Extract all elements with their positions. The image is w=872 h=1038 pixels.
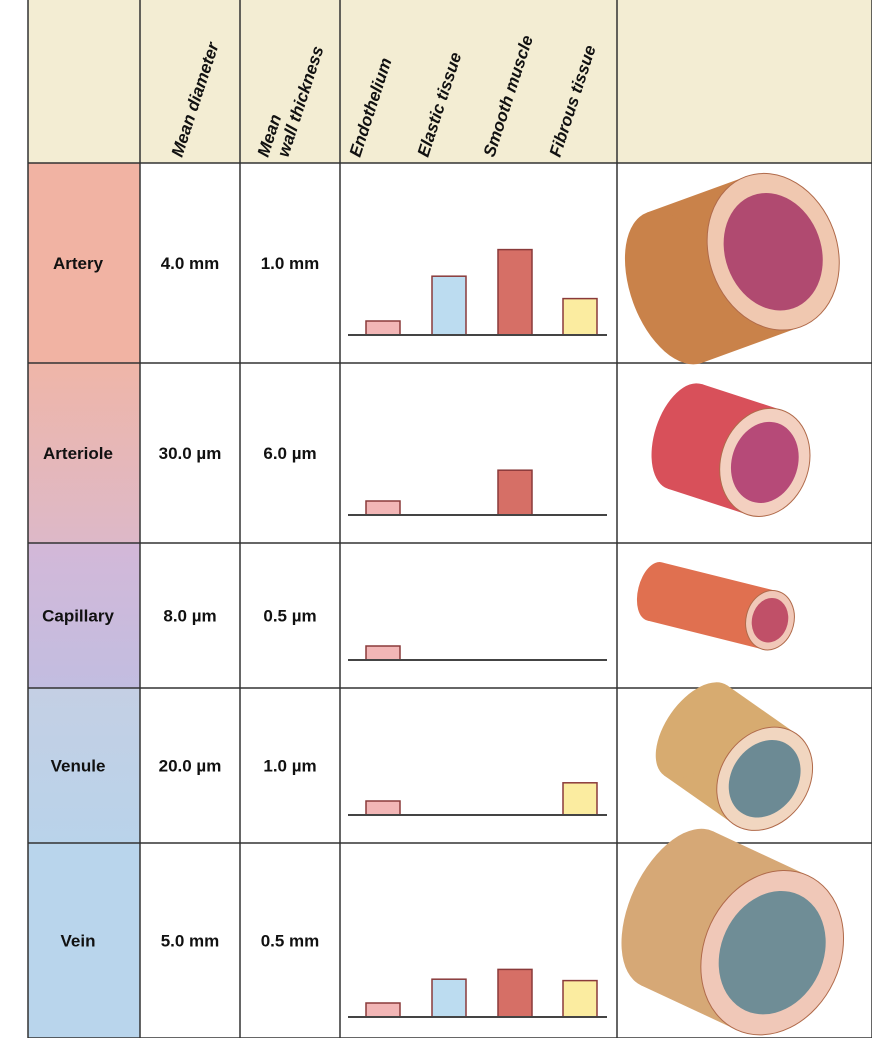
vessel-lumen xyxy=(751,597,789,643)
mean-diameter: 5.0 mm xyxy=(161,932,220,951)
mean-diameter: 30.0 µm xyxy=(159,444,222,463)
vessel-illustration xyxy=(651,383,811,517)
vessel-illustration xyxy=(624,172,840,365)
mean-diameter: 4.0 mm xyxy=(161,254,220,273)
vessel-illustration xyxy=(655,682,814,831)
row-label-bg xyxy=(28,688,140,843)
vessel-name: Vein xyxy=(61,932,96,951)
wall-thickness: 1.0 mm xyxy=(261,254,320,273)
row-label-bg xyxy=(28,843,140,1038)
tissue-bar xyxy=(365,320,401,336)
header-bg xyxy=(28,0,872,163)
vessel-name: Arteriole xyxy=(43,444,113,463)
vessel-back xyxy=(624,210,725,365)
wall-thickness: 6.0 µm xyxy=(263,444,316,463)
mean-diameter: 20.0 µm xyxy=(159,757,222,776)
tissue-bar xyxy=(562,297,598,336)
vessel-back xyxy=(651,383,719,490)
wall-thickness: 1.0 µm xyxy=(263,757,316,776)
tissue-bar xyxy=(497,248,533,336)
tissue-bar xyxy=(562,782,598,816)
vessel-name: Artery xyxy=(53,254,104,273)
tissue-bar xyxy=(431,275,467,336)
vessel-name: Venule xyxy=(51,757,106,776)
tissue-bar xyxy=(497,968,533,1018)
tissue-bar xyxy=(431,978,467,1018)
row-label-bg xyxy=(28,363,140,543)
row-label-bg xyxy=(28,163,140,363)
vessel-name: Capillary xyxy=(42,607,114,626)
vessel-back xyxy=(655,682,736,779)
vessel-illustration xyxy=(621,828,845,1036)
wall-thickness: 0.5 mm xyxy=(261,932,320,951)
mean-diameter: 8.0 µm xyxy=(163,607,216,626)
vessel-lumen xyxy=(730,421,799,503)
vessel-lumen xyxy=(723,193,823,311)
vessel-back xyxy=(636,562,673,621)
tissue-bar xyxy=(365,800,401,816)
tissue-bar xyxy=(365,645,401,661)
vessel-lumen xyxy=(718,891,826,1015)
wall-thickness: 0.5 µm xyxy=(263,607,316,626)
tissue-bar xyxy=(365,1002,401,1018)
vessel-illustration xyxy=(636,562,795,651)
tissue-bar xyxy=(365,500,401,516)
vessel-body xyxy=(647,562,778,650)
vessel-lumen xyxy=(728,740,801,818)
row-label-bg xyxy=(28,543,140,688)
tissue-bar xyxy=(497,469,533,516)
tissue-bar xyxy=(562,979,598,1018)
